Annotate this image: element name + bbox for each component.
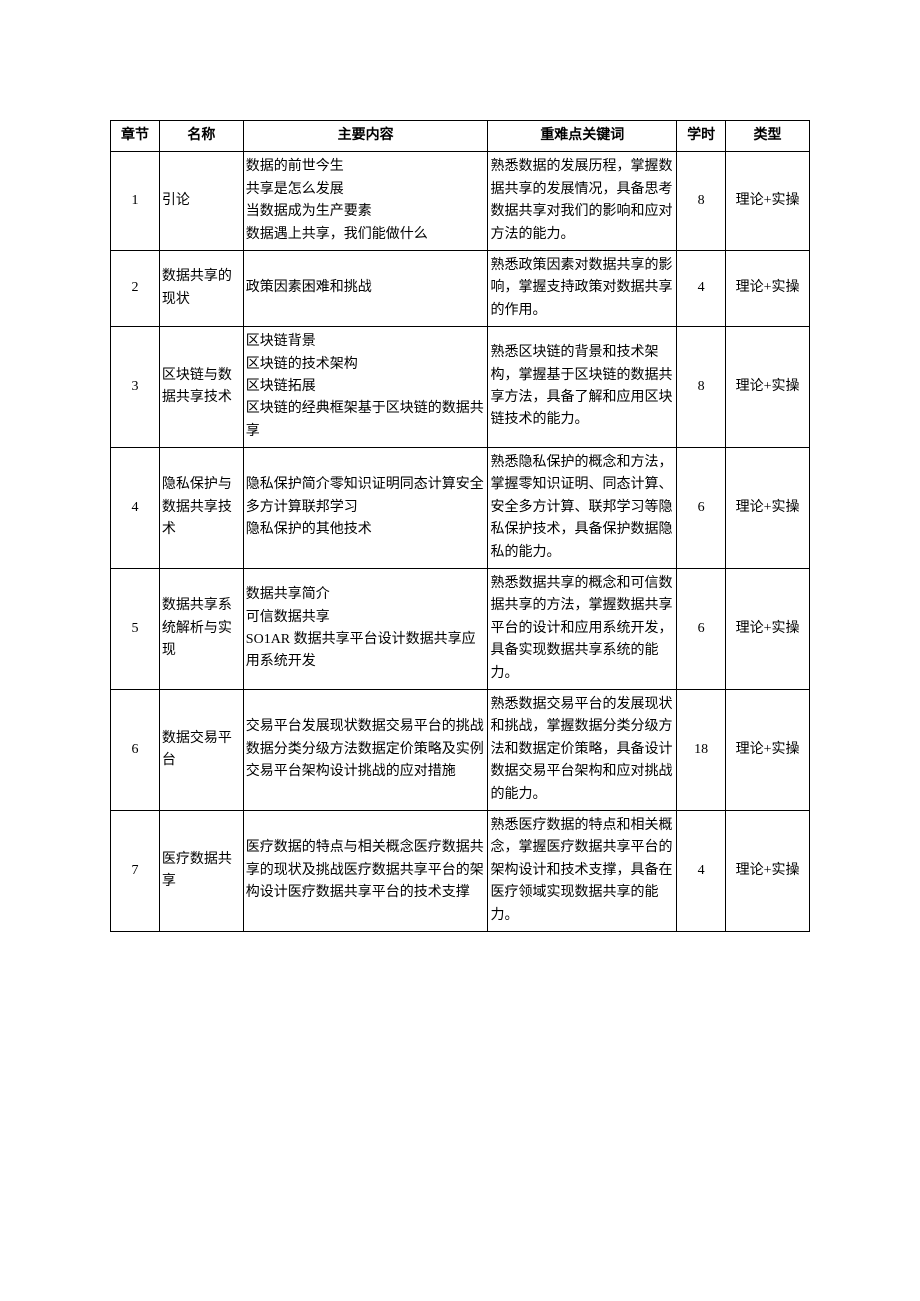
- cell-chapter: 1: [111, 152, 160, 251]
- syllabus-table: 章节 名称 主要内容 重难点关键词 学时 类型 1 引论 数据的前世今生 共享是…: [110, 120, 810, 932]
- cell-chapter: 4: [111, 448, 160, 569]
- cell-keyword: 熟悉数据共享的概念和可信数据共享的方法，掌握数据共享平台的设计和应用系统开发，具…: [488, 569, 677, 690]
- cell-name: 隐私保护与数据共享技术: [159, 448, 243, 569]
- document-page: 章节 名称 主要内容 重难点关键词 学时 类型 1 引论 数据的前世今生 共享是…: [0, 0, 920, 992]
- cell-keyword: 熟悉区块链的背景和技术架构，掌握基于区块链的数据共享方法，具备了解和应用区块链技…: [488, 327, 677, 448]
- cell-name: 引论: [159, 152, 243, 251]
- col-chapter: 章节: [111, 121, 160, 152]
- cell-chapter: 2: [111, 250, 160, 326]
- cell-chapter: 5: [111, 569, 160, 690]
- cell-content: 数据的前世今生 共享是怎么发展 当数据成为生产要素 数据遇上共享，我们能做什么: [243, 152, 488, 251]
- cell-hours: 6: [677, 569, 726, 690]
- col-content: 主要内容: [243, 121, 488, 152]
- cell-type: 理论+实操: [726, 689, 810, 810]
- col-name: 名称: [159, 121, 243, 152]
- table-row: 5 数据共享系统解析与实现 数据共享简介 可信数据共享 SO1AR 数据共享平台…: [111, 569, 810, 690]
- table-row: 4 隐私保护与数据共享技术 隐私保护简介零知识证明同态计算安全多方计算联邦学习 …: [111, 448, 810, 569]
- cell-content: 医疗数据的特点与相关概念医疗数据共享的现状及挑战医疗数据共享平台的架构设计医疗数…: [243, 810, 488, 931]
- table-body: 1 引论 数据的前世今生 共享是怎么发展 当数据成为生产要素 数据遇上共享，我们…: [111, 152, 810, 932]
- cell-name: 医疗数据共享: [159, 810, 243, 931]
- cell-keyword: 熟悉医疗数据的特点和相关概念，掌握医疗数据共享平台的架构设计和技术支撑，具备在医…: [488, 810, 677, 931]
- cell-chapter: 3: [111, 327, 160, 448]
- cell-hours: 8: [677, 327, 726, 448]
- cell-hours: 4: [677, 810, 726, 931]
- cell-chapter: 6: [111, 689, 160, 810]
- table-row: 7 医疗数据共享 医疗数据的特点与相关概念医疗数据共享的现状及挑战医疗数据共享平…: [111, 810, 810, 931]
- col-type: 类型: [726, 121, 810, 152]
- cell-type: 理论+实操: [726, 152, 810, 251]
- cell-content: 隐私保护简介零知识证明同态计算安全多方计算联邦学习 隐私保护的其他技术: [243, 448, 488, 569]
- cell-keyword: 熟悉数据交易平台的发展现状和挑战，掌握数据分类分级方法和数据定价策略，具备设计数…: [488, 689, 677, 810]
- cell-name: 区块链与数据共享技术: [159, 327, 243, 448]
- cell-content: 交易平台发展现状数据交易平台的挑战数据分类分级方法数据定价策略及实例交易平台架构…: [243, 689, 488, 810]
- table-header-row: 章节 名称 主要内容 重难点关键词 学时 类型: [111, 121, 810, 152]
- cell-hours: 4: [677, 250, 726, 326]
- cell-type: 理论+实操: [726, 250, 810, 326]
- table-row: 2 数据共享的现状 政策因素困难和挑战 熟悉政策因素对数据共享的影响，掌握支持政…: [111, 250, 810, 326]
- col-keyword: 重难点关键词: [488, 121, 677, 152]
- cell-hours: 18: [677, 689, 726, 810]
- cell-name: 数据共享系统解析与实现: [159, 569, 243, 690]
- cell-type: 理论+实操: [726, 448, 810, 569]
- cell-name: 数据共享的现状: [159, 250, 243, 326]
- cell-hours: 8: [677, 152, 726, 251]
- table-row: 1 引论 数据的前世今生 共享是怎么发展 当数据成为生产要素 数据遇上共享，我们…: [111, 152, 810, 251]
- table-row: 3 区块链与数据共享技术 区块链背景 区块链的技术架构 区块链拓展 区块链的经典…: [111, 327, 810, 448]
- cell-chapter: 7: [111, 810, 160, 931]
- cell-keyword: 熟悉数据的发展历程，掌握数据共享的发展情况，具备思考数据共享对我们的影响和应对方…: [488, 152, 677, 251]
- cell-content: 数据共享简介 可信数据共享 SO1AR 数据共享平台设计数据共享应用系统开发: [243, 569, 488, 690]
- cell-keyword: 熟悉隐私保护的概念和方法，掌握零知识证明、同态计算、安全多方计算、联邦学习等隐私…: [488, 448, 677, 569]
- cell-content: 政策因素困难和挑战: [243, 250, 488, 326]
- col-hours: 学时: [677, 121, 726, 152]
- cell-hours: 6: [677, 448, 726, 569]
- table-row: 6 数据交易平台 交易平台发展现状数据交易平台的挑战数据分类分级方法数据定价策略…: [111, 689, 810, 810]
- cell-type: 理论+实操: [726, 569, 810, 690]
- cell-type: 理论+实操: [726, 327, 810, 448]
- cell-content: 区块链背景 区块链的技术架构 区块链拓展 区块链的经典框架基于区块链的数据共享: [243, 327, 488, 448]
- cell-type: 理论+实操: [726, 810, 810, 931]
- cell-name: 数据交易平台: [159, 689, 243, 810]
- cell-keyword: 熟悉政策因素对数据共享的影响，掌握支持政策对数据共享的作用。: [488, 250, 677, 326]
